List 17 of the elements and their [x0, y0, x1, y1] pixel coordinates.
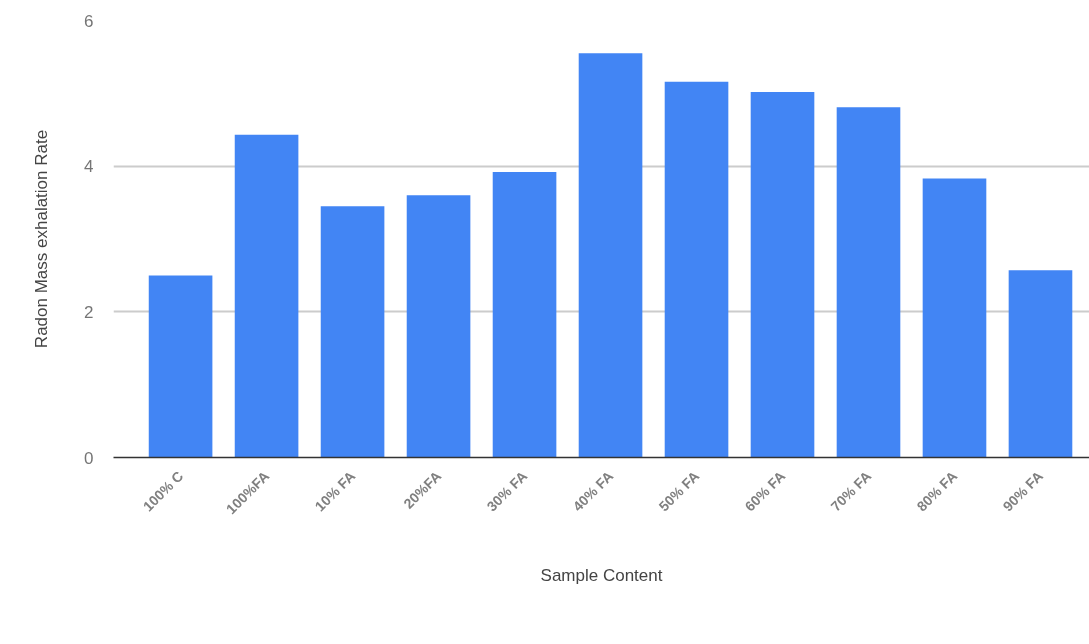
y-tick-label: 6 — [84, 11, 94, 31]
bar — [922, 178, 987, 458]
bar — [234, 134, 299, 458]
bar — [1008, 270, 1073, 458]
y-tick-label: 0 — [84, 448, 94, 468]
bar — [836, 107, 901, 458]
bar — [148, 275, 213, 458]
x-axis-title: Sample Content — [540, 565, 663, 585]
y-tick-label: 2 — [84, 302, 94, 322]
bar — [492, 171, 557, 458]
y-axis-title: Radon Mass exhalation Rate — [32, 129, 52, 349]
y-tick-label: 4 — [84, 157, 94, 177]
bar — [406, 195, 471, 458]
bar — [664, 81, 729, 458]
bar — [750, 91, 815, 458]
bar — [578, 53, 643, 458]
bar — [320, 206, 385, 458]
